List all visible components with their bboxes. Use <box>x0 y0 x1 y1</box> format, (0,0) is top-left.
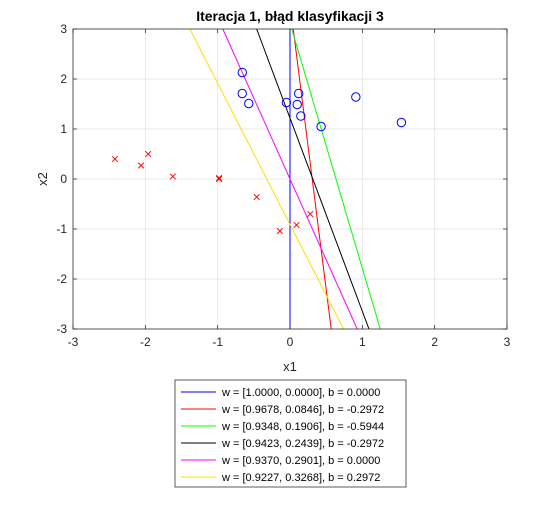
x-tick-label: 0 <box>287 335 294 349</box>
cross-point <box>169 173 176 180</box>
decision-lines <box>189 29 381 329</box>
legend-label-4: w = [0.9423, 0.2439], b = -0.2972 <box>221 438 384 450</box>
decision-line-3 <box>291 29 381 329</box>
circle-point <box>244 98 254 109</box>
cross-point <box>145 150 152 158</box>
y-tick-label: 1 <box>60 122 67 136</box>
cross-point <box>111 155 119 163</box>
decision-line-6 <box>189 29 345 329</box>
y-axis-label: x2 <box>35 172 50 186</box>
y-tick-label: 3 <box>60 22 67 36</box>
x-tick-label: -3 <box>68 335 79 349</box>
y-tick-label: -2 <box>56 272 67 286</box>
legend-label-2: w = [0.9678, 0.0846], b = -0.2972 <box>221 404 384 416</box>
cross-point <box>215 174 223 182</box>
x-tick-label: 2 <box>431 335 438 349</box>
decision-line-2 <box>292 29 332 329</box>
circle-point <box>281 97 292 108</box>
circle-point <box>292 99 302 110</box>
y-tick-label: -3 <box>56 322 67 336</box>
circle-point <box>237 67 247 78</box>
circle-point <box>351 92 361 102</box>
legend-label-5: w = [0.9370, 0.2901], b = 0.0000 <box>221 455 380 467</box>
circle-point <box>396 117 407 128</box>
cross-point <box>137 162 145 169</box>
cross-point <box>293 221 300 229</box>
cross-point <box>307 210 314 218</box>
circle-point <box>237 88 247 99</box>
decision-line-4 <box>256 29 370 329</box>
x-tick-label: 3 <box>504 335 511 349</box>
cross-point <box>253 193 260 201</box>
x-tick-label: 1 <box>359 335 366 349</box>
x-axis-label: x1 <box>283 359 297 374</box>
chart-title: Iteracja 1, błąd klasyfikacji 3 <box>196 8 384 24</box>
legend-label-6: w = [0.9227, 0.3268], b = 0.2972 <box>221 472 380 484</box>
plot-area <box>111 29 407 329</box>
legend: w = [1.0000, 0.0000], b = 0.0000 w = [0.9… <box>174 379 407 488</box>
x-tick-label: -2 <box>140 335 151 349</box>
y-tick-label: 2 <box>60 72 67 86</box>
circle-point <box>296 111 306 121</box>
cross-point <box>276 227 284 235</box>
cross-point <box>215 175 223 183</box>
legend-label-3: w = [0.9348, 0.1906], b = -0.5944 <box>221 421 384 433</box>
x-tick-label: -1 <box>212 335 223 349</box>
ticks: -3 -2 -1 0 1 2 3 -3 -2 -1 0 1 2 3 <box>56 22 510 349</box>
legend-box <box>174 379 407 488</box>
legend-label-1: w = [1.0000, 0.0000], b = 0.0000 <box>221 387 380 399</box>
decision-line-5 <box>222 29 358 329</box>
circle-point <box>293 88 304 99</box>
circle-point <box>316 121 326 132</box>
y-tick-label: 0 <box>60 172 67 186</box>
y-tick-label: -1 <box>56 222 67 236</box>
